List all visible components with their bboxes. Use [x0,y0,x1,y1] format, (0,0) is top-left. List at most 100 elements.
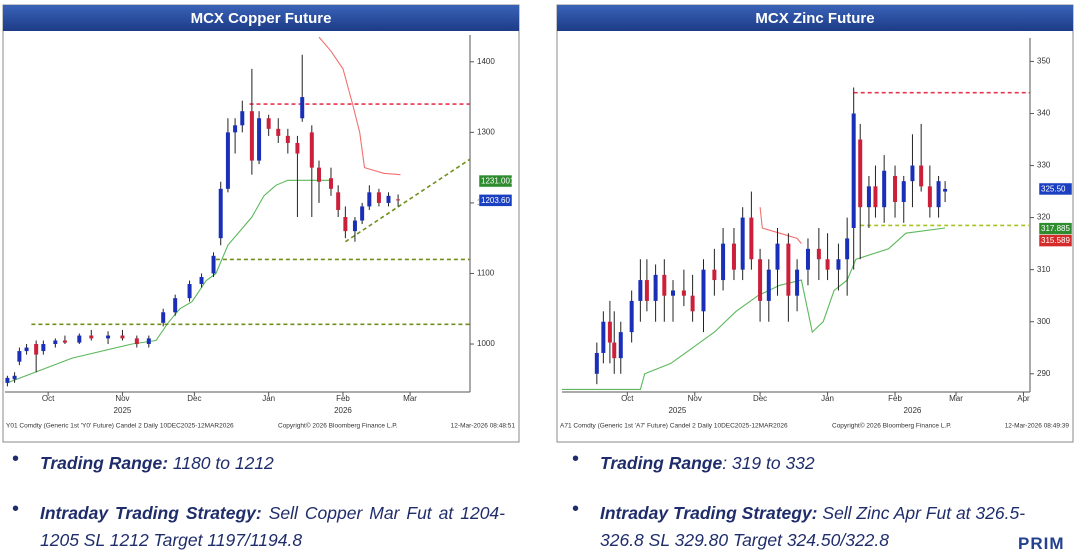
candle-body [146,338,151,345]
note-label: Intraday Trading Strategy: [40,503,262,523]
panel-frame [2,4,520,443]
stop-line [759,207,802,244]
candle-body [618,332,623,359]
brand-logo: PRIM [1018,534,1065,553]
x-tick-label: Nov [688,394,702,403]
y-tick-label: 320 [1037,213,1051,222]
candle-body [12,375,17,380]
x-tick-label: Jan [821,394,834,403]
price-tag-label: 1203.60 [481,196,510,205]
candle-body [360,206,365,221]
candle-body [712,269,717,281]
candle-body [120,335,125,339]
candle-body [5,377,10,383]
candle-body [106,335,111,339]
timestamp: 12-Mar-2026 08:48:51 [451,423,516,430]
candle-body [89,335,94,339]
candle-body [845,238,850,260]
y-tick-label: 1300 [477,127,495,136]
candle-body [352,220,357,232]
note: • Trading Range: 319 to 332 [572,448,815,473]
candle-body [927,186,932,208]
x-tick-label: Jan [262,394,275,403]
candle-body [309,132,314,168]
candle-body [187,284,192,299]
y-tick-label: 310 [1037,265,1051,274]
candle-body [343,217,348,232]
candle-body [17,351,22,362]
candle-body [328,178,333,189]
note-label: Trading Range [600,453,723,473]
candle-body [825,259,830,270]
candle-body [612,342,617,359]
candle-body [173,298,178,313]
candle-body [199,276,204,285]
x-tick-label: Mar [403,394,417,403]
x-tick-label: Mar [949,394,963,403]
candle-body [882,170,887,208]
candle-body [671,290,676,296]
candle-body [233,125,238,133]
candle-body [41,344,46,352]
candle-body [24,347,29,352]
candle-body [62,340,67,343]
candle-body [749,217,754,260]
y-tick-label: 300 [1037,317,1051,326]
copyright: Copyright© 2026 Bloomberg Finance L.P. [832,422,952,430]
candle-body [943,188,948,192]
candle-body [249,111,254,161]
candle-body [601,321,606,353]
note-label: Intraday Trading Strategy: [600,503,818,523]
candle-body [367,192,372,207]
note: • Intraday Trading Strategy: Sell Copper … [12,498,505,550]
panel-header [557,5,1073,31]
level-line [344,158,471,243]
price-tag-label: 315.589 [1041,236,1070,245]
candle-body [53,340,58,345]
x-tick-label: Nov [115,394,129,403]
candle-body [721,243,726,281]
note-text: Sell Copper Mar Fut at 1204-1205 SL 1212… [40,503,505,550]
candle-body [257,118,262,161]
note: • Intraday Trading Strategy: Sell Zinc Ap… [572,498,1026,550]
candle-body [34,344,39,355]
chart-title: MCX Copper Future [191,10,332,27]
note-text: 1180 to 1212 [172,453,274,473]
candle-body [376,192,381,203]
year-label: 2025 [114,406,132,415]
y-tick-label: 290 [1037,369,1051,378]
candle-body [396,199,401,201]
candle-body [805,248,810,270]
candle-body [910,165,915,182]
candle-body [740,217,745,270]
candle-body [816,248,821,260]
candle-body [629,300,634,333]
y-tick-label: 340 [1037,109,1051,118]
price-tag [1038,182,1073,196]
candle-body [775,243,780,270]
price-tag-label: 325.50 [1041,185,1066,194]
note-text: : 319 to 332 [722,453,815,473]
candle-body [240,111,245,126]
price-tag [478,174,513,188]
candle-body [316,167,321,182]
candle-body [336,192,341,210]
candle-body [276,128,281,136]
chart-title: MCX Zinc Future [755,10,874,27]
y-tick-label: 330 [1037,161,1051,170]
candle-body [873,186,878,208]
note-text: Sell Zinc Apr Fut at 326.5-326.8 SL 329.… [600,503,1026,550]
price-tag [1038,234,1073,247]
stop-line [318,36,401,176]
candle-body [836,259,841,270]
candle-body [758,259,763,301]
y-tick-label: 350 [1037,57,1051,66]
source-note: Y01 Comdty (Generic 1st 'Y0' Future) Can… [6,423,234,430]
candle-body [851,113,856,229]
year-label: 2025 [668,406,686,415]
candle-body [653,274,658,301]
candle-body [858,139,863,208]
x-tick-label: Feb [888,394,902,403]
candle-body [134,338,139,345]
